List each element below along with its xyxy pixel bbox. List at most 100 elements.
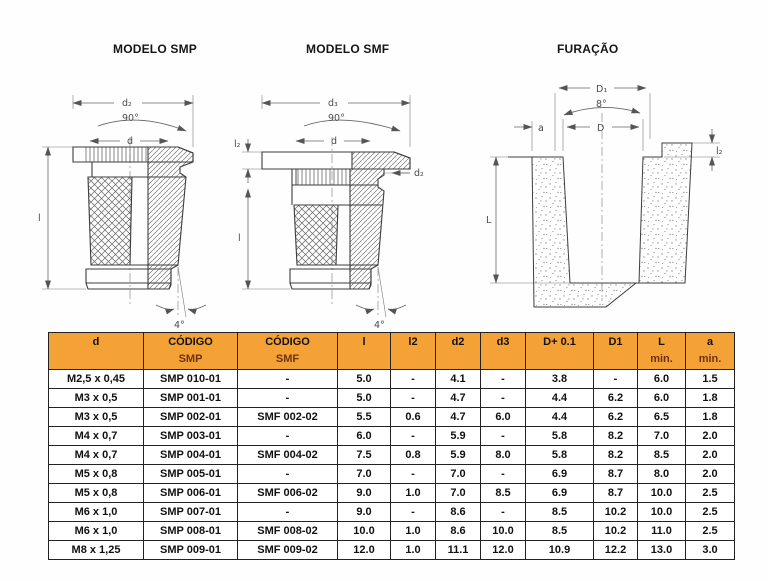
table-cell: SMP 010-01 (143, 369, 238, 389)
smf-dim-label-d: d (331, 136, 337, 147)
table-cell: 6.9 (525, 464, 594, 484)
table-row: M2,5 x 0,45 SMP 010-01-5.0-4.1-3.8-6.0 1.5 (48, 369, 735, 389)
table-cell: 5.8 (525, 426, 594, 446)
table-cell: 13.0 (637, 540, 686, 560)
smf-insert-body (261, 137, 411, 305)
table-cell: 11.1 (435, 540, 481, 560)
table-row: M5 x 0,8 SMP 006-01 SMF 006-02 9.0 1.0 7.0 8.5… (48, 483, 735, 503)
table-cell: 7.5 (337, 445, 391, 465)
table-cell: 1.5 (685, 369, 735, 389)
table-cell: - (480, 388, 526, 408)
table-cell: 8.0 (637, 464, 686, 484)
table-cell: - (480, 464, 526, 484)
table-cell: 5.0 (337, 388, 391, 408)
table-cell: 10.0 (337, 521, 391, 541)
table-cell: - (237, 388, 338, 408)
table-cell: M4 x 0,7 (48, 445, 144, 465)
table-cell: 4.7 (435, 407, 481, 427)
column-header: d (48, 332, 144, 370)
table-cell: 3.0 (685, 540, 735, 560)
smp-dim-label-4deg: 4° (174, 320, 185, 331)
table-row: M3 x 0,5 SMP 001-01-5.0-4.7-4.4 6.2 6.0 1.8 (48, 388, 735, 408)
table-cell: SMP 001-01 (143, 388, 238, 408)
table-cell: 6.2 (593, 407, 638, 427)
table-cell: 11.0 (637, 521, 686, 541)
table-cell: 7.0 (337, 464, 391, 484)
table-row: M6 x 1,0 SMP 008-01 SMF 008-02 10.0 1.0 8.6 10… (48, 521, 735, 541)
smf-dim-label-l2: l₂ (234, 139, 241, 150)
table-cell: - (390, 369, 436, 389)
table-cell: 5.9 (435, 426, 481, 446)
table-cell: - (390, 388, 436, 408)
table-cell: SMP 007-01 (143, 502, 238, 522)
table-row: M3 x 0,5 SMP 002-01 SMF 002-02 5.5 0.6 4.7 6.0… (48, 407, 735, 427)
table-cell: SMF 006-02 (237, 483, 338, 503)
column-header: a min. (685, 332, 735, 370)
table-row: M5 x 0,8 SMP 005-01-7.0-7.0-6.9 8.7 8.0 2.0 (48, 464, 735, 484)
table-cell: 2.5 (685, 521, 735, 541)
table-row: M6 x 1,0 SMP 007-01-9.0-8.6-8.5 10.2 10.0 2.… (48, 502, 735, 522)
table-cell: 12.0 (480, 540, 526, 560)
table-cell: 8.2 (593, 445, 638, 465)
table-cell: 4.4 (525, 388, 594, 408)
table-cell: 8.5 (525, 502, 594, 522)
table-row: M8 x 1,25 SMP 009-01 SMF 009-02 12.0 1.0 11.1… (48, 540, 735, 560)
table-cell: 9.0 (337, 483, 391, 503)
smf-title: MODELO SMF (306, 42, 390, 56)
smp-insert-body (72, 137, 194, 305)
smp-technical-drawing: d₂ 90° d l (38, 95, 207, 331)
table-cell: - (480, 502, 526, 522)
smf-taper-angle: 4° (355, 266, 407, 331)
table-cell: 6.0 (337, 426, 391, 446)
table-cell: M4 x 0,7 (48, 426, 144, 446)
table-cell: 10.9 (525, 540, 594, 560)
table-cell: - (390, 502, 436, 522)
table-cell: - (237, 502, 338, 522)
table-cell: 12.0 (337, 540, 391, 560)
table-cell: 3.8 (525, 369, 594, 389)
table-cell: SMP 009-01 (143, 540, 238, 560)
furacao-dim-label-8deg: 8° (596, 99, 607, 110)
smf-dim-label-90: 90° (328, 113, 345, 124)
table-cell: 1.8 (685, 388, 735, 408)
table-cell: SMF 008-02 (237, 521, 338, 541)
smf-dim-label-l: l (238, 233, 241, 244)
table-cell: 5.5 (337, 407, 391, 427)
smf-technical-drawing: d₃ 90° d l₂ l d₂ (234, 95, 424, 331)
table-cell: M3 x 0,5 (48, 388, 144, 408)
table-cell: - (390, 464, 436, 484)
furacao-hole-section (508, 113, 693, 308)
furacao-title: FURAÇÃO (557, 42, 619, 56)
smp-title: MODELO SMP (113, 42, 198, 56)
table-cell: 5.0 (337, 369, 391, 389)
table-cell: - (480, 426, 526, 446)
table-cell: 10.2 (593, 502, 638, 522)
table-cell: 1.0 (390, 521, 436, 541)
table-cell: 12.2 (593, 540, 638, 560)
table-cell: 8.7 (593, 483, 638, 503)
table-cell: 8.5 (637, 445, 686, 465)
table-cell: M5 x 0,8 (48, 464, 144, 484)
table-cell: 8.6 (435, 521, 481, 541)
table-cell: 7.0 (637, 426, 686, 446)
table-cell: 7.0 (435, 483, 481, 503)
column-header: l2 (390, 332, 436, 370)
table-cell: SMF 002-02 (237, 407, 338, 427)
column-header: d3 (480, 332, 526, 370)
table-cell: 0.6 (390, 407, 436, 427)
table-cell: 2.5 (685, 502, 735, 522)
smp-dim-label-90: 90° (122, 113, 139, 124)
table-cell: 2.0 (685, 464, 735, 484)
table-cell: SMP 004-01 (143, 445, 238, 465)
table-cell: - (237, 464, 338, 484)
table-cell: 8.2 (593, 426, 638, 446)
table-cell: 10.2 (593, 521, 638, 541)
furacao-dim-label-l2: l₂ (716, 146, 723, 157)
smf-dimensions: d₃ 90° d l₂ l d₂ (234, 95, 424, 290)
smp-dim-label-l: l (38, 213, 41, 224)
table-cell: M8 x 1,25 (48, 540, 144, 560)
table-cell: 10.0 (480, 521, 526, 541)
smf-dim-label-d2: d₂ (414, 168, 424, 179)
